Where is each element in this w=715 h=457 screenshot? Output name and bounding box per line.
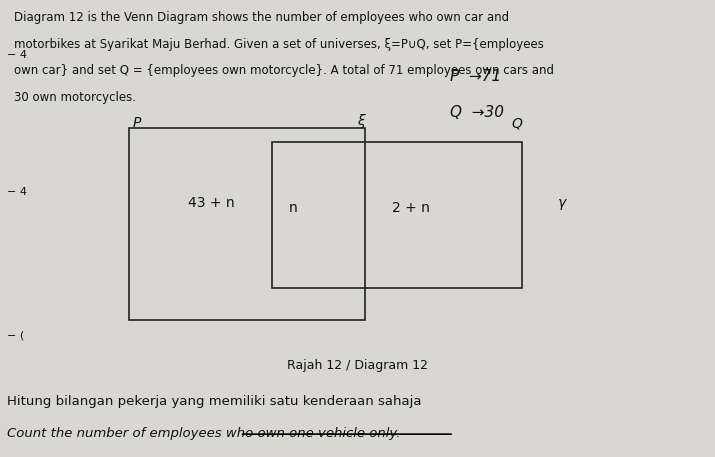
Text: motorbikes at Syarikat Maju Berhad. Given a set of universes, ξ=P∪Q, set P={empl: motorbikes at Syarikat Maju Berhad. Give… <box>14 38 544 51</box>
Text: P  →71: P →71 <box>450 69 502 84</box>
Text: own car} and set Q = {employees own motorcycle}. A total of 71 employees own car: own car} and set Q = {employees own moto… <box>14 64 554 77</box>
Text: 2 + n: 2 + n <box>393 201 430 215</box>
Text: n: n <box>289 201 297 215</box>
Text: Count the number of employees who own one vehicle only.: Count the number of employees who own on… <box>7 427 400 440</box>
Text: − 4: − 4 <box>7 50 27 60</box>
Text: P: P <box>132 116 141 130</box>
Text: − (: − ( <box>7 331 24 341</box>
Text: Q: Q <box>511 116 522 130</box>
Text: Q  →30: Q →30 <box>450 105 505 120</box>
Text: Rajah 12 / Diagram 12: Rajah 12 / Diagram 12 <box>287 359 428 372</box>
Text: 30 own motorcycles.: 30 own motorcycles. <box>14 91 137 104</box>
Text: 43 + n: 43 + n <box>187 197 235 210</box>
Text: Diagram 12 is the Venn Diagram shows the number of employees who own car and: Diagram 12 is the Venn Diagram shows the… <box>14 11 509 24</box>
Text: Hitung bilangan pekerja yang memiliki satu kenderaan sahaja: Hitung bilangan pekerja yang memiliki sa… <box>7 395 422 408</box>
Text: ξ: ξ <box>358 114 365 128</box>
Text: γ: γ <box>558 197 566 210</box>
Text: − 4: − 4 <box>7 187 27 197</box>
